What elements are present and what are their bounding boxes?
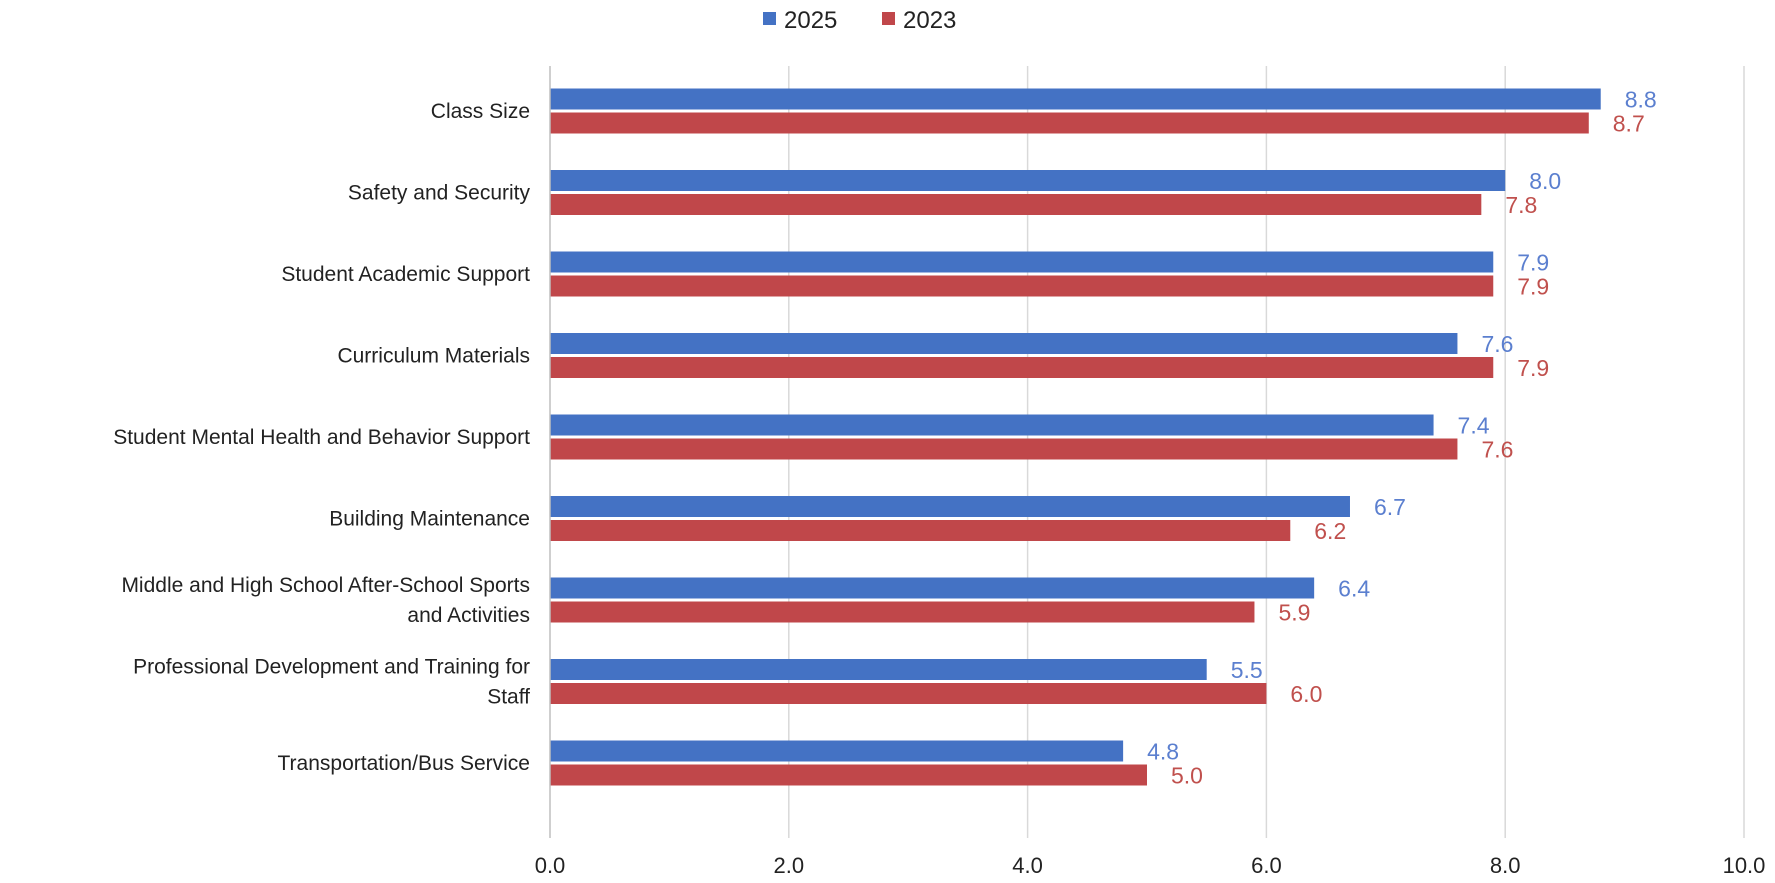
bar-2025	[550, 88, 1601, 110]
value-label-2023: 8.7	[1613, 111, 1645, 137]
x-tick-label: 2.0	[774, 853, 805, 878]
value-label-2023: 7.8	[1505, 192, 1537, 218]
x-tick-label: 8.0	[1490, 853, 1521, 878]
value-label-2025: 7.4	[1458, 413, 1490, 439]
bars	[550, 88, 1601, 786]
value-labels: 8.88.78.07.87.97.97.67.97.47.66.76.26.45…	[1147, 87, 1657, 789]
category-label: Safety and Security	[348, 182, 531, 205]
bar-2023	[550, 601, 1255, 623]
value-label-2025: 4.8	[1147, 739, 1179, 765]
category-label: Class Size	[431, 100, 530, 123]
bar-2025	[550, 333, 1458, 354]
x-tick-label: 0.0	[535, 853, 566, 878]
value-label-2025: 7.6	[1481, 331, 1513, 357]
value-label-2023: 7.9	[1517, 355, 1549, 381]
bar-2023	[550, 194, 1482, 215]
legend-swatch-2023	[882, 12, 895, 25]
bar-2023	[550, 520, 1291, 541]
bar-2023	[550, 683, 1267, 704]
category-label: Curriculum Materials	[337, 345, 530, 368]
x-tick-label: 10.0	[1723, 853, 1766, 878]
value-label-2023: 7.9	[1517, 274, 1549, 300]
value-label-2025: 6.4	[1338, 576, 1370, 602]
value-label-2025: 7.9	[1517, 250, 1549, 276]
legend: 2025 2023	[763, 7, 956, 34]
bar-2023	[550, 438, 1458, 460]
category-label: Student Academic Support	[281, 263, 530, 286]
bar-2025	[550, 496, 1350, 517]
bar-2025	[550, 414, 1434, 436]
legend-label-2025: 2025	[784, 7, 837, 34]
legend-label-2023: 2023	[903, 7, 956, 34]
value-label-2023: 5.0	[1171, 763, 1203, 789]
category-label: Middle and High School After-School Spor…	[121, 574, 530, 597]
x-tick-label: 6.0	[1251, 853, 1282, 878]
bar-2025	[550, 740, 1124, 762]
bar-2023	[550, 112, 1589, 134]
value-label-2025: 8.8	[1625, 87, 1657, 113]
x-tick-label: 4.0	[1012, 853, 1043, 878]
category-labels: Class Size Safety and Security Student Aca…	[113, 100, 530, 775]
bar-2023	[550, 764, 1147, 786]
value-label-2025: 5.5	[1231, 657, 1263, 683]
bar-2023	[550, 357, 1494, 378]
category-label: Professional Development and Training fo…	[133, 656, 530, 679]
bar-2025	[550, 577, 1315, 599]
value-label-2025: 8.0	[1529, 168, 1561, 194]
value-label-2023: 7.6	[1481, 437, 1513, 463]
bar-2025	[550, 251, 1494, 273]
value-label-2025: 6.7	[1374, 494, 1406, 520]
value-label-2023: 6.0	[1290, 681, 1322, 707]
category-label: and Activities	[407, 604, 530, 627]
bar-2023	[550, 275, 1494, 297]
value-label-2023: 6.2	[1314, 518, 1346, 544]
category-label: Transportation/Bus Service	[277, 752, 530, 775]
legend-swatch-2025	[763, 12, 776, 25]
bar-2025	[550, 659, 1207, 680]
category-label: Staff	[487, 686, 530, 709]
category-label: Building Maintenance	[329, 508, 530, 531]
value-label-2023: 5.9	[1278, 600, 1310, 626]
category-label: Student Mental Health and Behavior Suppo…	[113, 426, 530, 449]
bar-2025	[550, 170, 1506, 191]
x-tick-labels: 0.0 2.0 4.0 6.0 8.0 10.0	[535, 853, 1766, 878]
